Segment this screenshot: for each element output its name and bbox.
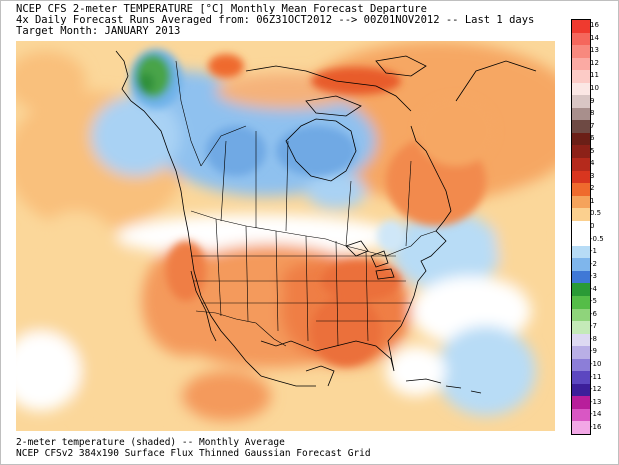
colorbar-label: 11	[590, 71, 599, 80]
colorbar-swatch	[572, 20, 590, 34]
colorbar-label: -7	[590, 322, 597, 331]
political-boundaries	[175, 60, 437, 347]
colorbar-swatch	[572, 220, 590, 234]
colorbar-label: 0	[590, 222, 595, 230]
footer-line-1: 2-meter temperature (shaded) -- Monthly …	[16, 437, 285, 448]
colorbar-label: -3	[590, 272, 597, 281]
colorbar-swatch	[572, 70, 590, 84]
colorbar-label: 4	[590, 159, 595, 168]
colorbar-swatch	[572, 95, 590, 109]
colorbar-label: -0.5	[590, 234, 604, 243]
colorbar-label: -10	[590, 360, 602, 368]
colorbar-swatch	[572, 208, 590, 222]
title-line-2: 4x Daily Forecast Runs Averaged from: 06…	[16, 14, 535, 26]
colorbar-label: -4	[590, 284, 597, 293]
colorbar-label: 12	[590, 58, 599, 67]
colorbar-swatch	[572, 145, 590, 159]
colorbar-swatch	[572, 283, 590, 297]
colorbar-label: -11	[590, 372, 602, 381]
colorbar-label: 8	[590, 109, 595, 118]
colorbar-label: -14	[590, 410, 602, 419]
colorbar-swatch	[572, 333, 590, 347]
colorbar-swatch	[572, 358, 590, 372]
colorbar-label: 13	[590, 46, 599, 55]
colorbar-swatch	[572, 82, 590, 96]
colorbar-swatch	[572, 308, 590, 322]
colorbar-swatch	[572, 57, 590, 71]
colorbar-swatch	[572, 195, 590, 209]
colorbar-swatch	[572, 321, 590, 335]
colorbar-swatch	[572, 408, 590, 422]
colorbar-label: 2	[590, 184, 595, 193]
colorbar-label: 7	[590, 121, 595, 130]
colorbar-swatch	[572, 107, 590, 121]
colorbar-label: 0.5	[590, 209, 602, 218]
colorbar-label: -16	[590, 422, 602, 431]
colorbar-label: -1	[590, 247, 597, 256]
colorbar	[571, 19, 591, 435]
title-line-1: NCEP CFS 2-meter TEMPERATURE [°C] Monthl…	[16, 3, 427, 15]
colorbar-swatch	[572, 32, 590, 46]
colorbar-swatch	[572, 132, 590, 146]
colorbar-swatch	[572, 245, 590, 259]
colorbar-label: 9	[590, 96, 595, 105]
colorbar-swatch	[572, 396, 590, 410]
anomaly-shading	[16, 41, 555, 431]
colorbar-swatch	[572, 233, 590, 247]
colorbar-label: -6	[590, 309, 597, 318]
footer-line-2: NCEP CFSv2 384x190 Surface Flux Thinned …	[16, 448, 371, 459]
colorbar-swatch	[572, 346, 590, 360]
colorbar-swatch	[572, 270, 590, 284]
colorbar-label: -2	[590, 259, 597, 268]
colorbar-label: 10	[590, 84, 599, 92]
title-line-3: Target Month: JANUARY 2013	[16, 25, 181, 37]
colorbar-swatch	[572, 296, 590, 310]
colorbar-label: -12	[590, 385, 602, 394]
colorbar-swatch	[572, 258, 590, 272]
colorbar-label: 5	[590, 146, 595, 155]
temperature-anomaly-map	[16, 41, 555, 431]
colorbar-swatch	[572, 383, 590, 397]
colorbar-label: -9	[590, 347, 597, 356]
colorbar-label: 14	[590, 33, 599, 42]
colorbar-swatch	[572, 421, 590, 435]
colorbar-swatch	[572, 170, 590, 184]
colorbar-label: -13	[590, 397, 602, 406]
colorbar-swatch	[572, 45, 590, 59]
colorbar-label: 3	[590, 171, 595, 180]
colorbar-label: 6	[590, 134, 595, 143]
colorbar-swatch	[572, 183, 590, 197]
colorbar-swatch	[572, 158, 590, 172]
colorbar-swatch	[572, 120, 590, 134]
colorbar-label: 1	[590, 196, 595, 205]
colorbar-swatch	[572, 371, 590, 385]
colorbar-label: 16	[590, 21, 599, 30]
colorbar-label: -5	[590, 297, 597, 306]
colorbar-label: -8	[590, 334, 597, 343]
